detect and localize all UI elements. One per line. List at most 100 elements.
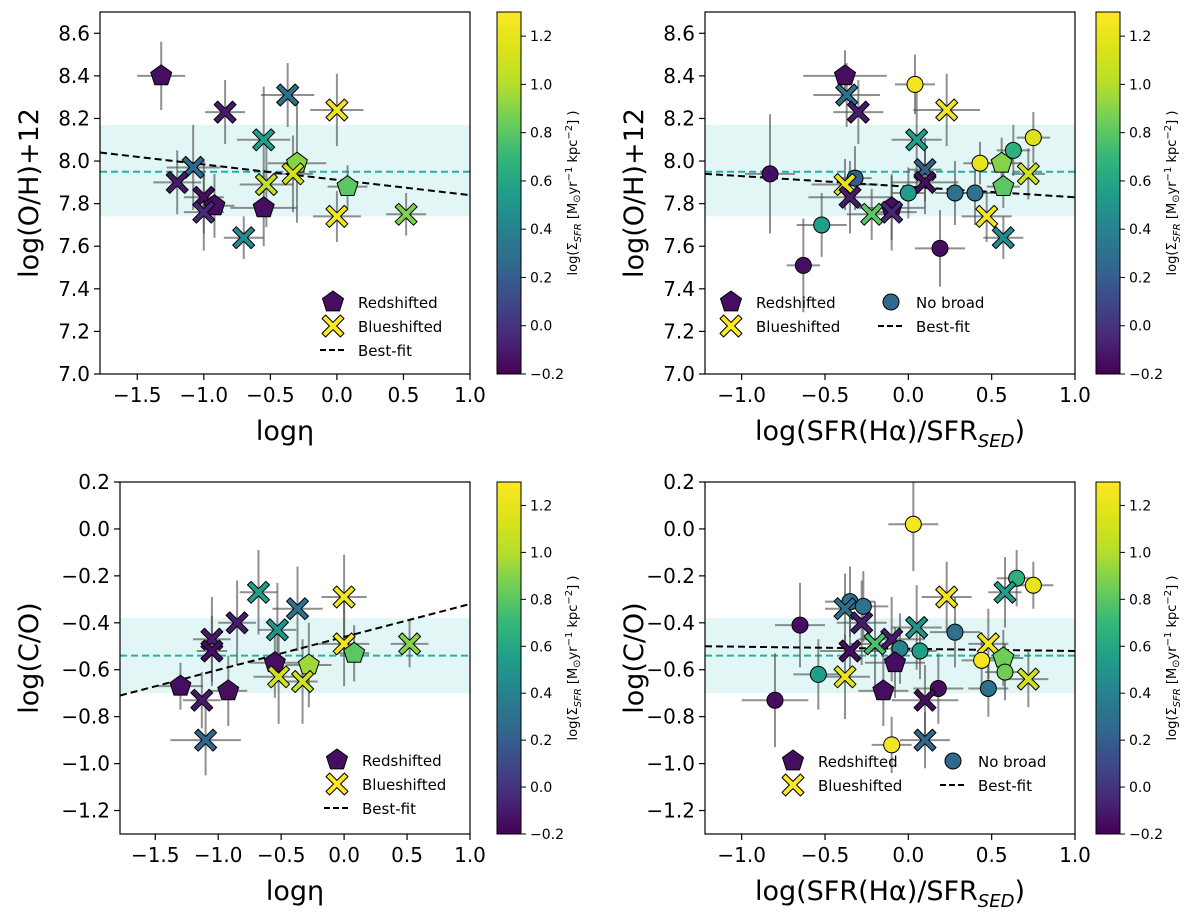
y-tick-label: 8.6 <box>663 21 695 45</box>
data-point-circle <box>854 597 872 615</box>
data-point-x <box>265 618 289 642</box>
data-point-x <box>976 632 1000 656</box>
data-point-circle <box>973 651 991 669</box>
data-point-x <box>993 580 1017 604</box>
y-axis-label: log(O/H)+12 <box>14 108 45 278</box>
data-point-x <box>291 670 315 693</box>
y-tick-label: 8.6 <box>58 21 90 45</box>
colorbar-tick-label: 1.2 <box>530 498 552 514</box>
x-tick-label: 0.5 <box>391 843 423 867</box>
legend-label-no-broad: No broad <box>916 294 984 312</box>
y-tick-label: −0.8 <box>646 705 695 729</box>
data-point-circle <box>791 616 809 634</box>
colorbar-tick-label: 0.2 <box>530 733 552 749</box>
data-point-x <box>332 585 356 609</box>
legend-marker-redshifted <box>719 290 743 312</box>
y-tick-label: −1.0 <box>646 752 695 776</box>
y-tick-label: 7.4 <box>663 277 695 301</box>
x-tick-label: −0.5 <box>801 383 850 407</box>
panel-co-vs-sfr: −1.0 −0.5 0.0 0.5 1.0 −1.2 −1.0 −0.8 −0.6 −0.4 −0.… <box>619 470 1183 912</box>
colorbar-tick-label: 0.2 <box>1129 270 1151 286</box>
best-fit-line <box>705 645 1075 652</box>
y-tick-label: −0.8 <box>61 705 110 729</box>
colorbar-tick-label: 0.8 <box>530 126 552 142</box>
colorbar-gradient <box>1095 11 1121 375</box>
y-tick-label: 7.6 <box>58 234 90 258</box>
data-point-x <box>200 639 224 663</box>
y-axis-label: log(C/O) <box>14 602 45 713</box>
data-point-pentagon <box>252 196 275 218</box>
x-tick-label: 0.5 <box>976 383 1008 407</box>
legend-marker-blueshifted <box>321 314 345 338</box>
legend-marker-redshifted <box>781 749 805 771</box>
data-point-x <box>913 688 937 712</box>
data-point-x <box>835 83 859 107</box>
data-point-x <box>254 173 278 196</box>
data-point-x <box>286 597 309 621</box>
y-tick-label: −0.6 <box>646 658 695 682</box>
y-tick-label: 0.0 <box>78 517 110 541</box>
y-tick-label: 8.0 <box>663 149 695 173</box>
data-point-circle <box>904 515 922 533</box>
colorbar-label: log(ΣSFR [M⊙yr−1 kpc−2] ) <box>1163 576 1183 741</box>
y-tick-label: 8.2 <box>58 106 90 130</box>
y-tick-label: 8.2 <box>663 106 695 130</box>
data-point-x <box>833 597 857 621</box>
legend-label-no-broad: No broad <box>978 753 1046 771</box>
colorbar-gradient <box>1095 481 1121 835</box>
data-point-x <box>905 616 929 639</box>
data-point-pentagon <box>336 174 359 196</box>
data-point-circle <box>883 736 901 754</box>
x-tick-label: 1.0 <box>1059 843 1091 867</box>
y-tick-label: 0.2 <box>78 470 110 494</box>
legend-label-redshifted: Redshifted <box>362 752 442 770</box>
axes-frame <box>119 481 471 835</box>
y-tick-label: 8.4 <box>663 64 695 88</box>
data-point-x <box>181 155 205 179</box>
x-tick-label: 0.5 <box>388 383 420 407</box>
y-tick-label: −0.6 <box>61 658 110 682</box>
legend-marker-no-broad <box>882 293 900 311</box>
colorbar-tick-label: 0.0 <box>530 319 552 335</box>
data-point-x <box>850 611 874 635</box>
colorbar-tick-label: −0.2 <box>1129 827 1163 843</box>
data-point-x <box>991 226 1015 250</box>
colorbar-tick-label: −0.2 <box>530 367 564 383</box>
best-fit-line <box>100 151 470 197</box>
y-tick-label: 7.6 <box>663 234 695 258</box>
colorbar-tick-label: 0.4 <box>1129 222 1151 238</box>
colorbar-tick-label: 1.2 <box>1129 29 1151 45</box>
colorbar: −0.2 0.0 0.2 0.4 0.6 0.8 1.0 1.2 log(ΣSFR [M⊙yr−… <box>1095 11 1183 383</box>
data-point-x <box>225 611 249 635</box>
data-point-x <box>913 170 937 194</box>
legend-marker-redshifted <box>321 290 345 312</box>
data-point-x <box>190 688 214 712</box>
data-point-x <box>325 204 349 228</box>
axes-frame <box>99 11 471 375</box>
colorbar-tick-label: 0.4 <box>530 222 552 238</box>
legend-label-best-fit: Best-fit <box>916 318 970 336</box>
legend-marker-blueshifted <box>719 314 743 338</box>
colorbar-label: log(ΣSFR [M⊙yr−1 kpc−2] ) <box>564 111 584 276</box>
colorbar: −0.2 0.0 0.2 0.4 0.6 0.8 1.0 1.2 log(ΣSFR [M⊙yr−… <box>496 481 584 843</box>
data-point-circle <box>996 663 1014 681</box>
data-point-x <box>846 100 870 124</box>
y-axis-label: log(C/O) <box>619 602 650 713</box>
data-point-pentagon <box>343 641 366 663</box>
data-point-x <box>935 98 959 122</box>
legend-label-blueshifted: Blueshifted <box>818 777 902 795</box>
colorbar-tick-label: 0.6 <box>1129 639 1151 655</box>
data-point-x <box>232 226 256 250</box>
y-tick-label: −0.4 <box>646 611 695 635</box>
plot-area <box>705 50 1075 313</box>
colorbar-tick-label: −0.2 <box>530 827 564 843</box>
y-tick-label: 7.4 <box>58 277 90 301</box>
x-axis-label: logη <box>256 416 314 447</box>
data-point-pentagon <box>150 64 173 86</box>
data-point-circle <box>1024 129 1042 147</box>
legend-label-redshifted: Redshifted <box>756 294 836 312</box>
x-tick-label: −0.5 <box>801 843 850 867</box>
data-point-circle <box>946 623 964 641</box>
plot-area <box>120 550 470 776</box>
